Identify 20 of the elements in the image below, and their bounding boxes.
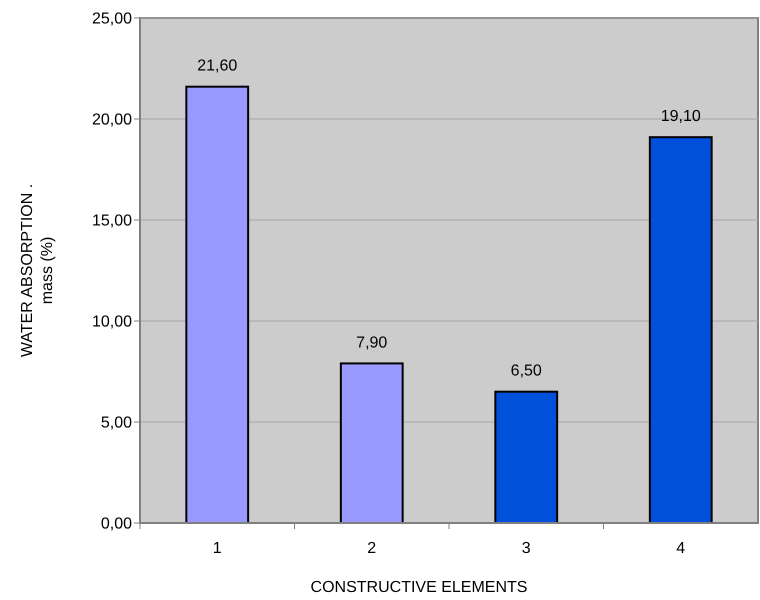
y-tick-label: 15,00	[92, 212, 132, 230]
x-tick-label: 3	[522, 540, 531, 557]
data-label: 6,50	[510, 362, 542, 380]
x-tick-label: 2	[367, 540, 376, 557]
y-axis-title: WATER ABSORPTION . mass (%)	[19, 184, 56, 358]
bar	[648, 136, 713, 524]
y-tick-label: 25,00	[92, 10, 132, 28]
data-label: 21,60	[197, 58, 238, 75]
y-tick-label: 5,00	[100, 414, 132, 432]
x-tick-label: 4	[676, 540, 686, 557]
bar	[185, 86, 250, 524]
bar	[340, 362, 404, 524]
bar	[494, 390, 558, 524]
y-tick-label: 20,00	[92, 112, 132, 129]
x-axis-title: CONSTRUCTIVE ELEMENTS	[310, 579, 528, 596]
data-label: 19,10	[660, 108, 701, 126]
y-tick-label: 10,00	[92, 314, 132, 331]
y-tick-label: 0,00	[100, 516, 132, 533]
data-label: 7,90	[356, 334, 388, 352]
x-tick-label: 1	[212, 540, 222, 557]
